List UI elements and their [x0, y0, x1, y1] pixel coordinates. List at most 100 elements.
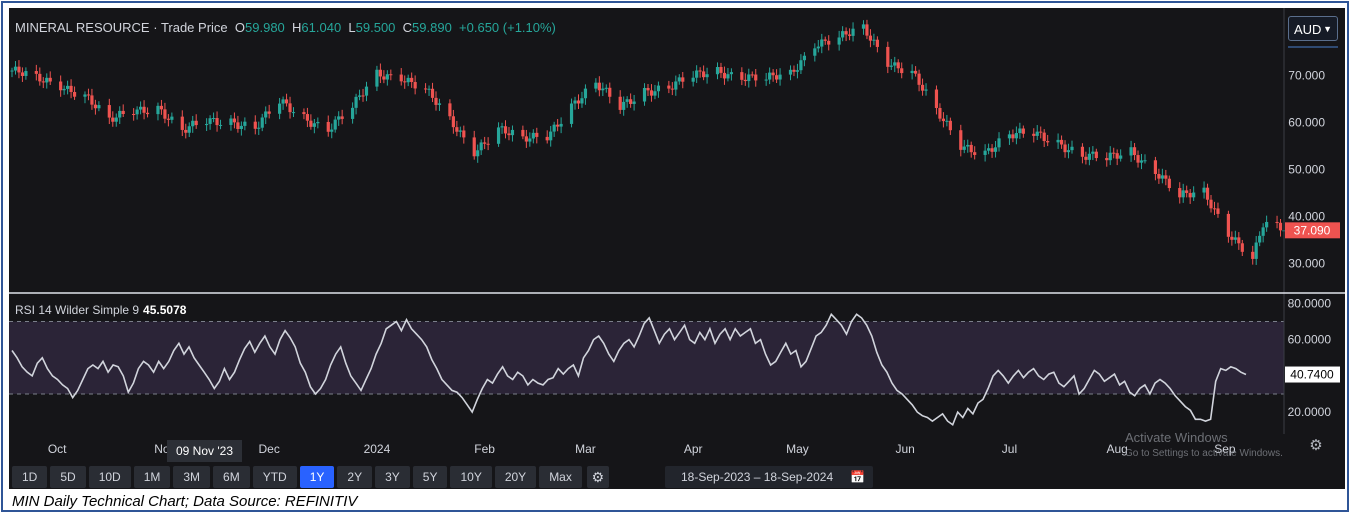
candle-body [375, 69, 379, 87]
currency-select[interactable]: AUD ▼ [1288, 16, 1338, 41]
candle-body [1108, 152, 1112, 161]
candle [132, 108, 136, 121]
candle-body [917, 73, 921, 85]
candle-body [45, 77, 49, 83]
candle-body [695, 70, 699, 78]
price-tick-label: 40.000 [1288, 210, 1325, 224]
candle [316, 117, 320, 129]
candle-body [625, 99, 629, 102]
range-button-max[interactable]: Max [539, 466, 582, 488]
range-button-1d[interactable]: 1D [12, 466, 48, 488]
candle-body [1132, 147, 1137, 156]
candle-body [1007, 134, 1012, 139]
x-tick-label: Aug [1107, 442, 1128, 456]
range-button-10y[interactable]: 10Y [450, 466, 492, 488]
candle-body [552, 124, 556, 132]
candle [604, 84, 608, 93]
range-button-5d[interactable]: 5D [50, 466, 86, 488]
candle-body [1035, 131, 1039, 136]
candle-body [1178, 188, 1182, 198]
range-button-5y[interactable]: 5Y [412, 466, 448, 488]
candle [764, 72, 768, 86]
range-button-3m[interactable]: 3M [173, 466, 211, 488]
candle [601, 82, 605, 97]
range-button-3y[interactable]: 3Y [375, 466, 410, 488]
candle-body [86, 94, 91, 96]
candle [476, 144, 480, 163]
candle-body [1136, 155, 1140, 163]
candle [754, 68, 758, 87]
rsi-tick-label: 80.0000 [1288, 296, 1332, 310]
range-button-10d[interactable]: 10D [88, 466, 131, 488]
candle [291, 107, 296, 117]
candle-body [132, 114, 136, 116]
range-button-1m[interactable]: 1M [133, 466, 171, 488]
candle [72, 86, 77, 100]
candle-body [702, 71, 706, 78]
candle [159, 99, 164, 115]
range-settings-gear-icon[interactable]: ⚙ [586, 466, 609, 488]
candle [354, 93, 358, 115]
range-button-6m[interactable]: 6M [213, 466, 250, 488]
candle [218, 119, 223, 130]
candle [823, 36, 827, 45]
candle-body [966, 144, 970, 147]
candle-body [629, 99, 633, 104]
candle [889, 58, 893, 71]
candle-body [337, 116, 341, 120]
candle-body [357, 95, 362, 97]
candle [986, 143, 991, 155]
candle [1094, 148, 1098, 162]
candle [399, 68, 403, 86]
candle-body [642, 87, 647, 102]
candle [535, 127, 539, 144]
candle [93, 99, 98, 115]
candle [1108, 146, 1112, 166]
chart-settings-icon[interactable]: ⚙ [1309, 437, 1323, 454]
range-button-1y[interactable]: 1Y [299, 466, 335, 488]
candle [38, 67, 42, 86]
candle-body [24, 71, 28, 76]
candle [278, 97, 282, 120]
candle-body [868, 35, 873, 41]
rsi-line [11, 312, 1247, 427]
candle-body [698, 70, 702, 72]
candle [166, 114, 170, 127]
candle-body [281, 99, 285, 104]
candle-body [93, 104, 98, 109]
candle [45, 73, 49, 89]
candle-body [1240, 243, 1244, 252]
candle-body [111, 117, 115, 122]
candle [69, 79, 73, 99]
candle-body [448, 103, 452, 117]
candle [13, 61, 18, 75]
range-button-20y[interactable]: 20Y [494, 466, 537, 488]
open-value: 59.980 [245, 20, 285, 35]
candle [1063, 140, 1067, 158]
date-range-picker[interactable]: 18-Sep-2023 – 18-Sep-2024 📅 [665, 466, 873, 488]
range-button-2y[interactable]: 2Y [337, 466, 373, 488]
candle [260, 113, 264, 132]
candle [403, 75, 407, 89]
candle [827, 35, 831, 51]
range-toolbar: 1D 5D 10D 1M 3M 6M YTD 1Y 2Y 3Y 5Y 10Y 20Y Max ⚙ [12, 466, 609, 490]
candle [10, 67, 14, 78]
range-button-ytd[interactable]: YTD [252, 466, 297, 488]
candle [24, 67, 28, 80]
candle [1157, 168, 1161, 184]
candle-body [507, 133, 511, 136]
candle-body [1181, 190, 1185, 198]
candle-body [795, 70, 800, 72]
last-price-marker [1285, 222, 1340, 239]
candle [90, 88, 94, 110]
candle [156, 102, 160, 121]
candle-body [503, 126, 508, 134]
candle [208, 115, 212, 130]
candle-body [354, 96, 358, 108]
candle-body [622, 101, 626, 110]
candle-body [959, 130, 963, 150]
candle [1261, 223, 1265, 243]
candle [740, 67, 744, 86]
